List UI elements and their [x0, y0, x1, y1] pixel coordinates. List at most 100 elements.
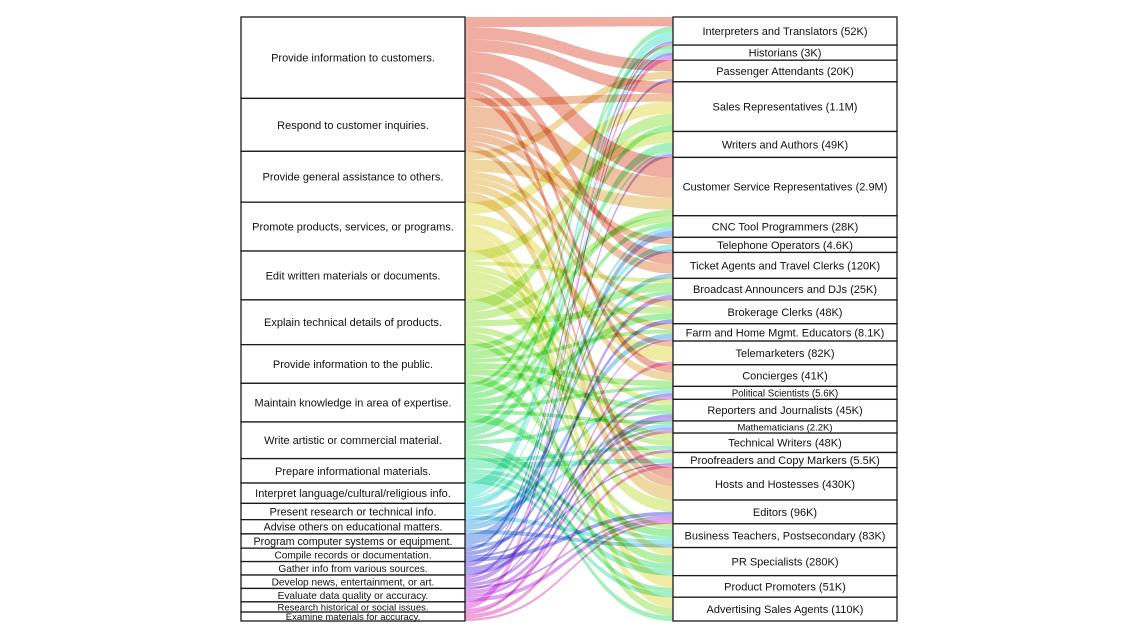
flow-band	[465, 45, 673, 388]
right-node: Product Promoters (51K)	[672, 574, 898, 598]
right-node-label: Ticket Agents and Travel Clerks (120K)	[690, 260, 880, 272]
left-node-label: Examine materials for accuracy.	[286, 612, 420, 623]
flow-band	[465, 282, 673, 359]
flow-band	[465, 159, 673, 210]
left-node: Provide information to customers.	[240, 16, 466, 100]
left-node: Advise others on educational matters.	[240, 519, 466, 535]
right-node: Hosts and Hostesses (430K)	[672, 466, 898, 501]
right-node-box	[672, 596, 898, 622]
left-node-box	[240, 382, 466, 423]
flow-band	[465, 230, 673, 543]
right-node-label: Customer Service Representatives (2.9M)	[683, 182, 888, 194]
left-node: Present research or technical info.	[240, 502, 466, 521]
right-node-box	[672, 156, 898, 217]
left-node-label: Present research or technical info.	[270, 506, 437, 518]
right-node: Technical Writers (48K)	[672, 432, 898, 454]
flow-band	[465, 209, 673, 351]
right-node-label: Proofreaders and Copy Markers (5.5K)	[690, 455, 880, 467]
left-node: Examine materials for accuracy.	[240, 611, 466, 623]
left-node-label: Provide information to customers.	[271, 53, 435, 65]
flow-band	[465, 101, 673, 215]
right-node: Passenger Attendants (20K)	[672, 59, 898, 83]
right-node: Brokerage Clerks (48K)	[672, 299, 898, 325]
left-node-label: Develop news, entertainment, or art.	[272, 577, 435, 588]
flow-band	[465, 414, 673, 576]
flow-band	[465, 151, 673, 500]
left-node: Prepare informational materials.	[240, 457, 466, 484]
right-node-box	[672, 81, 898, 133]
right-node-label: Political Scientists (5.6K)	[732, 388, 839, 399]
flow-band	[465, 361, 673, 615]
right-node: Interpreters and Translators (52K)	[672, 16, 898, 46]
flow-band	[465, 232, 673, 588]
right-node-label: Passenger Attendants (20K)	[716, 66, 854, 78]
right-node-box	[672, 16, 898, 46]
right-node: Proofreaders and Copy Markers (5.5K)	[672, 451, 898, 469]
flow-band	[465, 517, 673, 602]
right-node-box	[672, 466, 898, 501]
flow-band	[465, 333, 673, 530]
flow-band	[465, 312, 673, 406]
flow-band	[465, 17, 673, 28]
left-node: Compile records or documentation.	[240, 547, 466, 563]
left-node: Edit written materials or documents.	[240, 250, 466, 301]
right-node-label: Concierges (41K)	[742, 371, 828, 383]
flow-band	[465, 113, 673, 313]
left-node-label: Write artistic or commercial material.	[264, 435, 442, 447]
left-node-label: Program computer systems or equipment.	[254, 536, 453, 548]
flow-band	[465, 449, 673, 598]
flow-band	[465, 295, 673, 584]
right-node-label: Telephone Operators (4.6K)	[717, 240, 853, 252]
right-node: Business Teachers, Postsecondary (83K)	[672, 523, 898, 549]
left-node: Evaluate data quality or accuracy.	[240, 587, 466, 603]
right-node-label: Hosts and Hostesses (430K)	[715, 479, 855, 491]
flow-band	[465, 177, 673, 330]
flow-layer	[465, 17, 673, 621]
left-node-box	[240, 97, 466, 152]
left-node: Develop news, entertainment, or art.	[240, 574, 466, 590]
flow-band	[465, 142, 673, 437]
right-node-label: Technical Writers (48K)	[728, 438, 842, 450]
right-node: Ticket Agents and Travel Clerks (120K)	[672, 251, 898, 280]
right-node: Reporters and Journalists (45K)	[672, 398, 898, 422]
flow-band	[465, 444, 673, 570]
left-node-label: Edit written materials or documents.	[266, 270, 441, 282]
flow-band	[465, 464, 673, 619]
right-node: Mathematicians (2.2K)	[672, 420, 898, 434]
flow-band	[465, 244, 673, 504]
left-node-column: Provide information to customers. Respond…	[240, 16, 466, 623]
left-node-box	[240, 421, 466, 460]
left-node: Maintain knowledge in area of expertise.	[240, 382, 466, 423]
flow-band	[465, 389, 673, 512]
flow-band	[465, 458, 673, 469]
flow-band	[465, 141, 673, 347]
left-node: Write artistic or commercial material.	[240, 421, 466, 460]
right-node-label: Interpreters and Translators (52K)	[702, 26, 867, 38]
flow-band	[465, 521, 673, 621]
right-node-box	[672, 130, 898, 159]
left-node-box	[240, 150, 466, 203]
left-node: Promote products, services, or programs.	[240, 201, 466, 252]
flow-band	[465, 132, 673, 274]
flow-band	[465, 43, 673, 604]
right-node-label: Farm and Home Mgmt. Educators (8.1K)	[686, 327, 885, 339]
flow-band	[465, 306, 673, 327]
right-node: Farm and Home Mgmt. Educators (8.1K)	[672, 323, 898, 342]
right-node: Political Scientists (5.6K)	[672, 385, 898, 401]
left-node-label: Respond to customer inquiries.	[277, 120, 429, 132]
flow-band	[465, 396, 673, 613]
right-node: PR Specialists (280K)	[672, 546, 898, 577]
flow-band	[465, 511, 673, 562]
left-node-box	[240, 201, 466, 252]
right-node: Telemarketers (82K)	[672, 340, 898, 366]
left-node-label: Promote products, services, or programs.	[252, 222, 454, 234]
flow-band	[465, 339, 673, 591]
flow-band	[465, 71, 673, 265]
right-node: Writers and Authors (49K)	[672, 130, 898, 159]
right-node-label: Product Promoters (51K)	[724, 581, 846, 593]
left-node: Gather info from various sources.	[240, 560, 466, 576]
left-node-label: Research historical or social issues.	[277, 602, 428, 613]
right-node-label: CNC Tool Programmers (28K)	[712, 222, 859, 234]
left-node-label: Explain technical details of products.	[264, 317, 442, 329]
flow-band	[465, 215, 673, 321]
